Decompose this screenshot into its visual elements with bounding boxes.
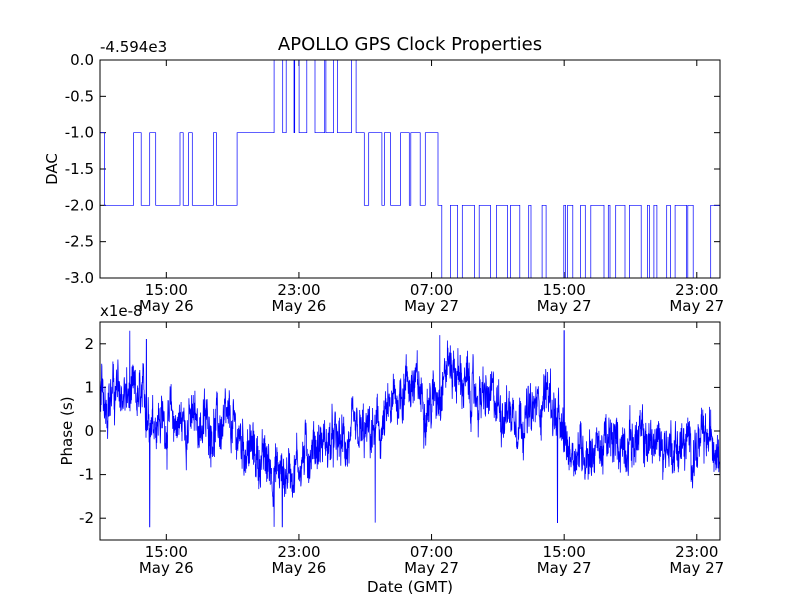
x-tick-date-label: May 26	[139, 297, 194, 315]
dac-panel: -4.594e3 0.0 -0.5 -1.0 -1.5 -2.0 -2.5 -3.0 15:…	[43, 38, 724, 315]
y-tick-label: -2.5	[65, 233, 94, 251]
dac-y-ticks: 0.0 -0.5 -1.0 -1.5 -2.0 -2.5 -3.0	[65, 51, 720, 287]
y-tick-label: 0	[84, 422, 94, 440]
x-tick-time-label: 15:00	[145, 543, 188, 561]
phase-y-ticks: 2 1 0 -1 -2	[79, 335, 720, 527]
dac-y-axis-label: DAC	[43, 153, 61, 185]
y-tick-label: -0.5	[65, 87, 94, 105]
x-tick-date-label: May 27	[404, 297, 459, 315]
y-tick-label: 2	[84, 335, 94, 353]
x-tick-time-label: 07:00	[410, 543, 453, 561]
x-tick-time-label: 07:00	[410, 281, 453, 299]
x-axis-label: Date (GMT)	[367, 578, 453, 596]
x-tick-date-label: May 26	[271, 297, 326, 315]
dac-plot-frame	[99, 59, 721, 279]
x-tick-date-label: May 27	[669, 297, 724, 315]
y-tick-label: -1.0	[65, 124, 94, 142]
y-tick-label: -2	[79, 509, 94, 527]
phase-offset-label: x1e-8	[100, 302, 143, 320]
x-tick-time-label: 15:00	[145, 281, 188, 299]
x-tick-time-label: 15:00	[543, 543, 586, 561]
x-tick-time-label: 23:00	[277, 543, 320, 561]
x-tick-time-label: 23:00	[675, 281, 718, 299]
x-tick-time-label: 23:00	[675, 543, 718, 561]
x-tick-date-label: May 27	[537, 559, 592, 577]
dac-offset-label: -4.594e3	[100, 38, 167, 56]
dac-series-line	[100, 59, 720, 279]
x-tick-time-label: 23:00	[277, 281, 320, 299]
x-tick-date-label: May 27	[669, 559, 724, 577]
y-tick-label: 0.0	[70, 51, 94, 69]
x-tick-date-label: May 27	[404, 559, 459, 577]
y-tick-label: -2.0	[65, 196, 94, 214]
chart-title: APOLLO GPS Clock Properties	[278, 34, 542, 55]
x-tick-time-label: 15:00	[543, 281, 586, 299]
y-tick-label: -1.5	[65, 160, 94, 178]
phase-series-line	[99, 330, 721, 528]
y-tick-label: -1	[79, 466, 94, 484]
x-tick-date-label: May 26	[139, 559, 194, 577]
x-tick-date-label: May 27	[537, 297, 592, 315]
phase-y-axis-label: Phase (s)	[58, 396, 76, 465]
x-tick-date-label: May 26	[271, 559, 326, 577]
phase-plot-frame	[99, 321, 721, 541]
y-tick-label: 1	[84, 378, 94, 396]
y-tick-label: -3.0	[65, 269, 94, 287]
